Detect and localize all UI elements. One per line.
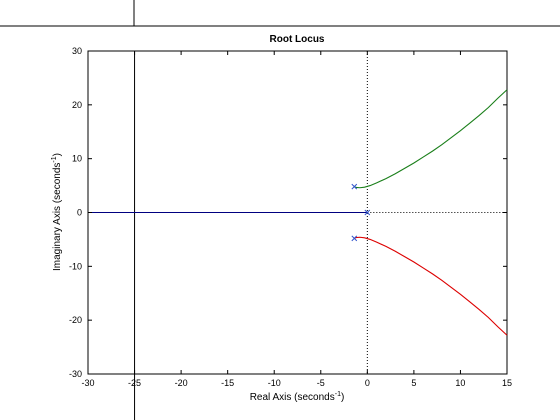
x-tick-label: 10: [455, 378, 465, 388]
chart-title: Root Locus: [270, 34, 325, 45]
x-axis-label-post: ): [341, 392, 344, 403]
x-axis-label: Real Axis (seconds-1): [250, 391, 345, 403]
y-axis-label-sup: -1: [51, 156, 58, 162]
x-tick-label: -5: [317, 378, 325, 388]
series-layer: [88, 89, 508, 336]
pole-marker-2: [351, 235, 358, 242]
x-tick-label: -20: [175, 378, 188, 388]
x-tick-label: -30: [81, 378, 94, 388]
y-tick-label: 20: [72, 100, 82, 110]
pole-markers: [351, 183, 371, 242]
y-tick-label: 30: [72, 46, 82, 56]
x-tick-label: 5: [411, 378, 416, 388]
x-tick-label: -15: [221, 378, 234, 388]
pole-marker-3: [364, 209, 371, 216]
locus-branch-1: [354, 89, 508, 189]
x-axis-label-sup: -1: [335, 391, 341, 398]
y-tick-label: 0: [77, 208, 82, 218]
x-tick-label: 15: [502, 378, 512, 388]
x-axis-label-pre: Real Axis (seconds: [250, 392, 335, 403]
x-tick-label: -10: [268, 378, 281, 388]
x-ticks: -30 -25 -20 -15 -10 -5 0 5 10 15: [81, 51, 512, 388]
y-tick-label: -20: [69, 315, 82, 325]
y-tick-label: 10: [72, 154, 82, 164]
y-tick-label: -30: [69, 369, 82, 379]
pole-marker-1: [351, 183, 358, 190]
y-tick-label: -10: [69, 261, 82, 271]
x-tick-label: 0: [365, 378, 370, 388]
y-ticks: -30 -20 -10 0 10 20 30: [69, 46, 507, 379]
y-axis-label-post: ): [52, 153, 63, 156]
reference-lines: [366, 51, 507, 374]
locus-branch-2: [354, 236, 508, 336]
y-axis-label: Imaginary Axis (seconds-1): [51, 153, 63, 271]
y-axis-label-pre: Imaginary Axis (seconds: [52, 163, 63, 271]
x-tick-label: -25: [128, 378, 141, 388]
